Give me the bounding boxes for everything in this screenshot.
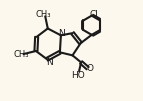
Text: CH₃: CH₃	[35, 10, 51, 19]
Text: CH₃: CH₃	[13, 49, 29, 59]
Text: N: N	[58, 29, 65, 38]
Text: Cl: Cl	[90, 10, 99, 19]
Text: N: N	[46, 58, 52, 67]
Text: O: O	[87, 64, 94, 73]
Text: HO: HO	[71, 71, 85, 80]
